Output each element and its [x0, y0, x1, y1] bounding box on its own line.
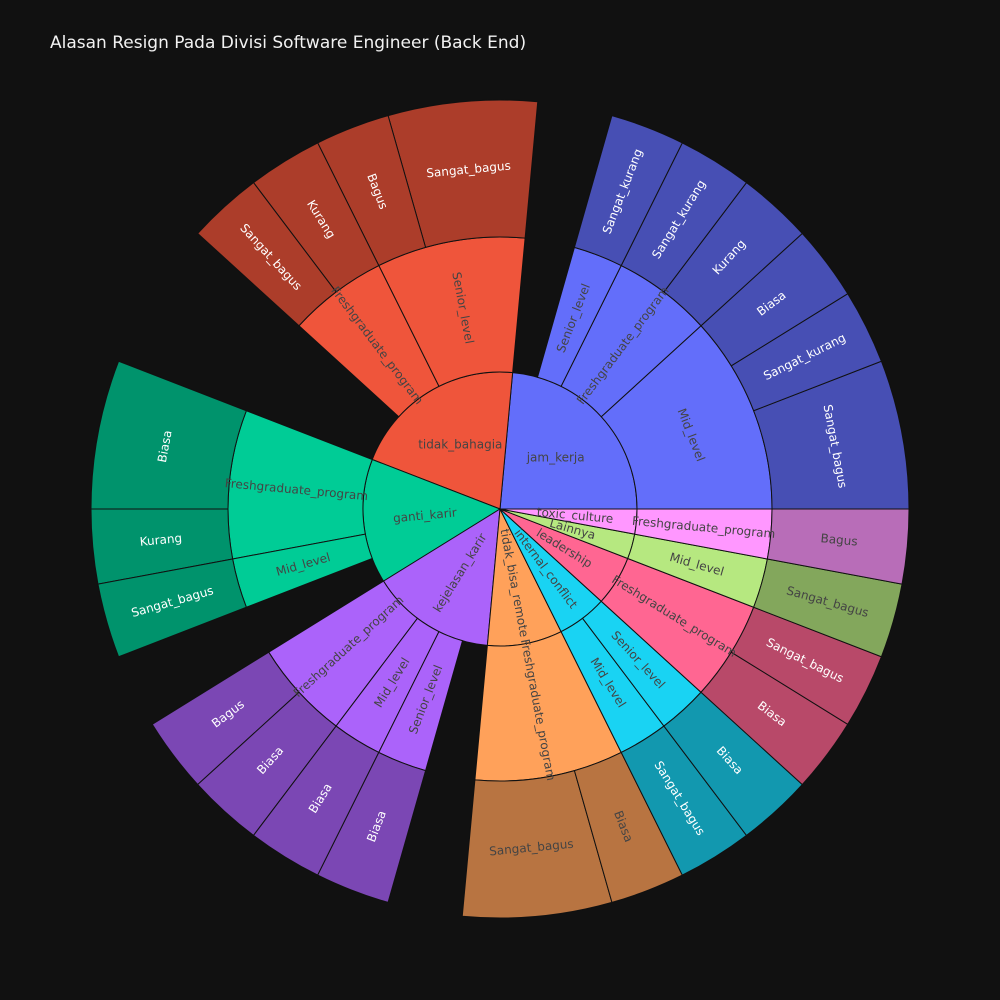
label-ganti-karir-freshgraduate-program-biasa-0: Biasa — [155, 429, 175, 464]
sector-tidak-bahagia-freshgraduate-program-sangat-bagus-1[interactable] — [197, 181, 337, 327]
label-tidak-bahagia: tidak_bahagia — [418, 437, 502, 451]
label-ganti-karir-freshgraduate-program-kurang-1: Kurang — [139, 531, 183, 549]
sector-kejelasan-karir-senior-level-biasa-0[interactable] — [317, 751, 427, 904]
label-jam-kerja: jam_kerja — [526, 451, 585, 465]
sector-ganti-karir-mid-level-sangat-bagus-0[interactable] — [97, 558, 248, 658]
label-ganti-karir: ganti_karir — [392, 506, 457, 526]
sunburst-arcs — [90, 99, 910, 919]
sector-toxic-culture-freshgraduate-program-bagus-0[interactable] — [766, 508, 910, 585]
label-toxic-culture-freshgraduate-program-bagus-0: Bagus — [820, 531, 858, 548]
sector-jam-kerja-senior-level-sangat-kurang-0[interactable] — [573, 114, 683, 267]
chart-title: Alasan Resign Pada Divisi Software Engin… — [50, 33, 527, 53]
